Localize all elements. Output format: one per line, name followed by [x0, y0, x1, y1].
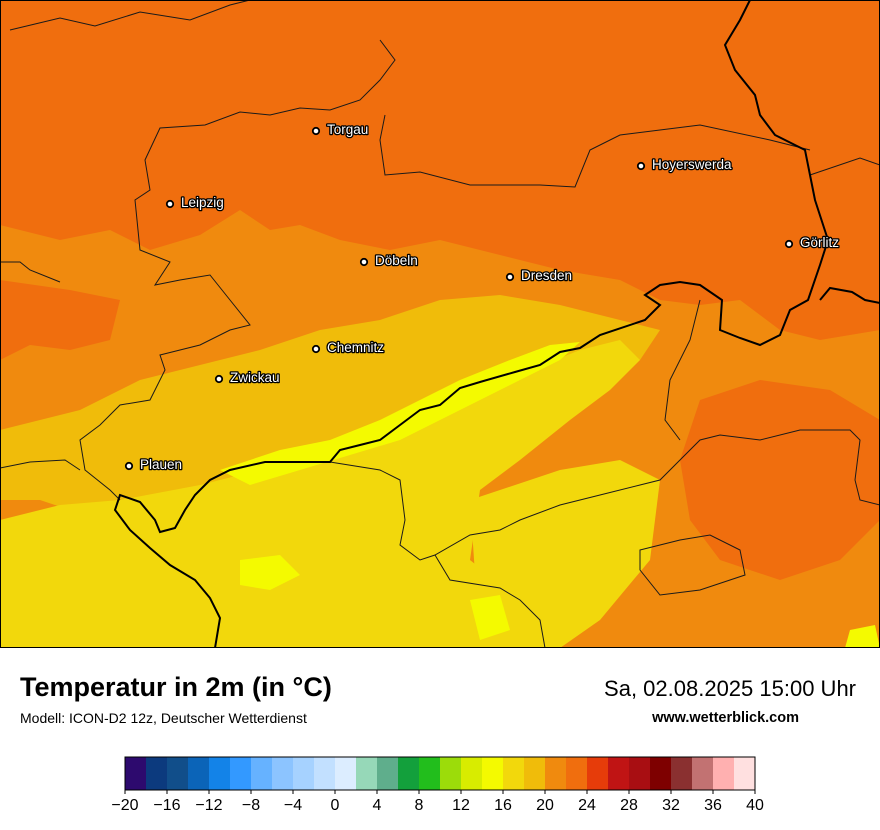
mild-zone-southcenter: [470, 460, 660, 648]
city-doebeln[interactable]: Döbeln: [359, 252, 419, 269]
city-dot: [214, 374, 224, 384]
city-dot: [505, 272, 515, 282]
legend-swatch: [167, 757, 189, 790]
city-plauen[interactable]: Plauen: [124, 456, 183, 473]
forecast-datetime: Sa, 02.08.2025 15:00 Uhr: [604, 676, 856, 701]
legend-swatch: [482, 757, 504, 790]
city-label: Torgau: [327, 122, 368, 137]
city-label: Plauen: [140, 457, 182, 472]
legend-swatch: [524, 757, 546, 790]
legend-swatch: [230, 757, 252, 790]
mild-zone-south: [0, 295, 660, 530]
legend-tick-label: 28: [620, 797, 638, 814]
city-dresden[interactable]: Dresden: [505, 267, 573, 284]
legend-swatch: [251, 757, 273, 790]
legend-swatch: [734, 757, 756, 790]
legend-swatch: [545, 757, 567, 790]
city-chemnitz[interactable]: Chemnitz: [311, 339, 386, 356]
city-hoyerswerda[interactable]: Hoyerswerda: [636, 156, 733, 173]
legend-tick-label: −12: [195, 797, 222, 814]
map-title: Temperatur in 2m (in °C): [20, 672, 332, 702]
city-markers: Torgau Leipzig Hoyerswerda Görlitz Döbel…: [124, 121, 841, 473]
legend-tick-label: 16: [494, 797, 512, 814]
legend-tick-label: −20: [111, 797, 138, 814]
legend-tick-label: 8: [415, 797, 424, 814]
legend-swatch: [650, 757, 672, 790]
city-label: Zwickau: [230, 370, 280, 385]
city-label: Döbeln: [375, 253, 418, 268]
legend-swatch: [314, 757, 336, 790]
city-dot: [311, 344, 321, 354]
ridge-spot-2: [470, 595, 510, 640]
ridge-zone: [220, 342, 580, 485]
color-legend: −20 −16 −12 −8 −4 0 4 8 12 16 20 24 28 32 36 40: [111, 756, 764, 814]
model-source: Modell: ICON-D2 12z, Deutscher Wetterdie…: [20, 710, 307, 726]
district-borders: [0, 0, 880, 648]
legend-swatch: [209, 757, 231, 790]
legend-swatch: [713, 757, 735, 790]
city-label: Chemnitz: [327, 340, 384, 355]
legend-swatch: [587, 757, 609, 790]
legend-swatch: [146, 757, 168, 790]
legend-swatch: [461, 757, 483, 790]
ridge-spot-1: [240, 555, 300, 590]
legend-swatch: [566, 757, 588, 790]
country-border: [113, 0, 880, 648]
warm-zone-west: [0, 280, 120, 360]
legend-tick-label: 32: [662, 797, 680, 814]
legend-tick-label: −4: [284, 797, 302, 814]
legend-swatch: [398, 757, 420, 790]
legend-tick-label: 0: [331, 797, 340, 814]
city-zwickau[interactable]: Zwickau: [214, 369, 281, 386]
city-goerlitz[interactable]: Görlitz: [784, 234, 841, 251]
legend-frame: [124, 756, 756, 791]
city-label: Leipzig: [181, 195, 224, 210]
city-dot: [124, 461, 134, 471]
legend-swatch: [125, 757, 147, 790]
ridge-spot-3: [845, 625, 880, 648]
legend-tick-label: 20: [536, 797, 554, 814]
warm-zone-north: [0, 0, 880, 340]
city-label: Görlitz: [800, 235, 839, 250]
legend-swatches: [125, 757, 756, 790]
legend-swatch: [608, 757, 630, 790]
legend-tick-label: 40: [746, 797, 764, 814]
city-dot: [784, 239, 794, 249]
legend-ticks: −20 −16 −12 −8 −4 0 4 8 12 16 20 24 28 32 36 40: [111, 790, 764, 814]
legend-swatch: [377, 757, 399, 790]
city-dot: [165, 199, 175, 209]
legend-tick-label: −8: [242, 797, 260, 814]
city-label: Dresden: [521, 268, 572, 283]
legend-tick-label: 4: [373, 797, 382, 814]
legend-swatch: [272, 757, 294, 790]
legend-swatch: [335, 757, 357, 790]
city-dot: [311, 126, 321, 136]
legend-tick-label: −16: [153, 797, 180, 814]
legend-swatch: [419, 757, 441, 790]
city-dot: [636, 161, 646, 171]
website-link[interactable]: www.wetterblick.com: [652, 710, 799, 726]
legend-swatch: [671, 757, 693, 790]
legend-tick-label: 24: [578, 797, 596, 814]
legend-swatch: [629, 757, 651, 790]
legend-swatch: [356, 757, 378, 790]
legend-swatch: [692, 757, 714, 790]
legend-swatch: [440, 757, 462, 790]
city-leipzig[interactable]: Leipzig: [165, 194, 225, 211]
city-label: Hoyerswerda: [652, 157, 732, 172]
legend-swatch: [188, 757, 210, 790]
city-dot: [359, 257, 369, 267]
legend-tick-label: 12: [452, 797, 470, 814]
legend-swatch: [503, 757, 525, 790]
temperature-map: Torgau Leipzig Hoyerswerda Görlitz Döbel…: [0, 0, 880, 648]
legend-tick-label: 36: [704, 797, 722, 814]
city-torgau[interactable]: Torgau: [311, 121, 370, 138]
legend-swatch: [293, 757, 315, 790]
